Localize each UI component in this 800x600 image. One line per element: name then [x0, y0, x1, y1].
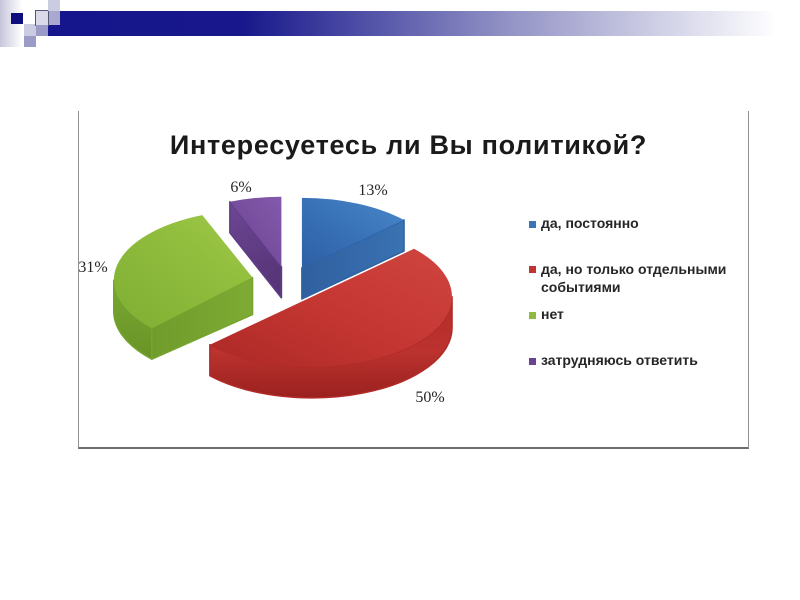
svg-text:13%: 13% — [358, 182, 387, 199]
svg-text:31%: 31% — [78, 259, 107, 276]
svg-text:50%: 50% — [415, 389, 444, 406]
svg-text:6%: 6% — [230, 179, 251, 196]
